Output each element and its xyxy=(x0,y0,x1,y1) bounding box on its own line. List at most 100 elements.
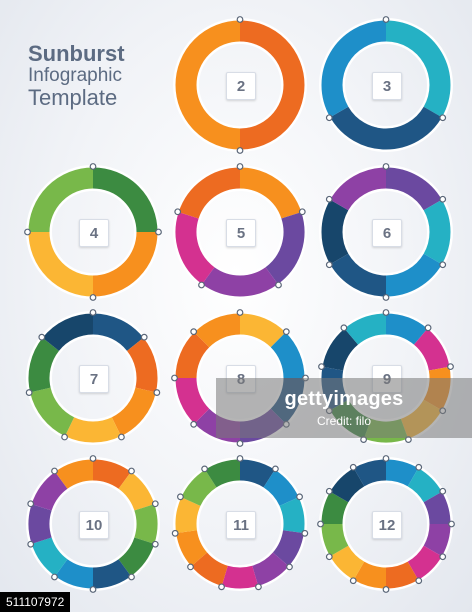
ring-segment xyxy=(202,266,278,297)
segment-marker-dot xyxy=(382,294,390,301)
segment-marker-dot xyxy=(349,577,357,585)
segment-marker-dot xyxy=(272,465,279,473)
ring-segment xyxy=(126,337,158,393)
segment-marker-dot xyxy=(325,553,333,561)
ring-segment xyxy=(175,332,210,379)
ring-segment xyxy=(385,20,451,118)
segment-marker-dot xyxy=(447,363,454,371)
ring-segment xyxy=(385,313,428,345)
ring-segment xyxy=(321,20,387,118)
ring-segment xyxy=(191,552,229,586)
segment-marker-dot xyxy=(38,333,46,341)
ring-segment xyxy=(205,459,241,488)
ring-number-label: 3 xyxy=(372,72,402,100)
ring-segment xyxy=(423,523,451,557)
segment-marker-dot xyxy=(382,16,390,23)
ring-segment xyxy=(31,536,68,577)
ring-7 xyxy=(25,309,161,445)
segment-marker-dot xyxy=(118,433,125,441)
stock-watermark: gettyimages Credit: filo xyxy=(216,378,472,438)
segment-marker-dot xyxy=(51,467,58,475)
watermark-brand: gettyimages xyxy=(284,388,404,410)
segment-marker-dot xyxy=(236,16,244,23)
ring-segment xyxy=(92,459,131,490)
segment-marker-dot xyxy=(439,261,447,269)
segment-marker-dot xyxy=(282,328,290,336)
segment-marker-dot xyxy=(198,281,205,289)
segment-marker-dot xyxy=(382,163,390,170)
ring-number-label: 11 xyxy=(226,511,256,539)
ring-number-label: 7 xyxy=(79,365,109,393)
segment-marker-dot xyxy=(325,261,333,269)
segment-marker-dot xyxy=(89,455,97,462)
ring-number-label: 5 xyxy=(226,219,256,247)
segment-marker-dot xyxy=(325,487,333,495)
segment-marker-dot xyxy=(190,420,198,428)
segment-marker-dot xyxy=(187,563,194,571)
ring-segment xyxy=(423,491,451,525)
ring-segment xyxy=(330,106,442,150)
segment-marker-dot xyxy=(27,540,35,548)
title-line-sunburst: Sunburst xyxy=(28,41,125,66)
segment-marker-dot xyxy=(298,208,306,216)
ring-segment xyxy=(175,212,215,285)
ring-number-label: 10 xyxy=(79,511,109,539)
ring-segment xyxy=(239,167,302,220)
ring-segment xyxy=(385,459,419,487)
segment-marker-dot xyxy=(174,208,182,216)
title-line-infographic: Infographic xyxy=(28,64,123,86)
ring-segment xyxy=(330,545,365,580)
ring-12 xyxy=(317,455,455,593)
segment-marker-dot xyxy=(155,228,162,236)
segment-marker-dot xyxy=(201,465,208,473)
ring-segment xyxy=(65,416,121,443)
ring-segment xyxy=(344,313,387,345)
ring-10 xyxy=(26,455,160,593)
ring-segment xyxy=(42,313,94,352)
ring-segment xyxy=(385,561,419,589)
ring-segment xyxy=(175,20,241,150)
segment-marker-dot xyxy=(296,493,303,501)
segment-marker-dot xyxy=(349,463,357,471)
ring-segment xyxy=(30,387,75,437)
ring-2 xyxy=(173,16,307,154)
ring-segment xyxy=(251,552,289,586)
segment-marker-dot xyxy=(177,493,184,501)
segment-marker-dot xyxy=(51,573,58,581)
ring-segment xyxy=(321,491,349,525)
ring-segment xyxy=(407,468,442,503)
ring-segment xyxy=(353,561,387,589)
ring-segment xyxy=(55,459,94,490)
watermark-credit: Credit: filo xyxy=(316,414,372,428)
ring-segment xyxy=(175,497,201,534)
ring-segment xyxy=(194,313,241,348)
ring-6 xyxy=(319,163,453,301)
ring-segment xyxy=(55,558,94,589)
ring-segment xyxy=(413,328,450,371)
ring-segment xyxy=(92,313,144,352)
ring-segment xyxy=(92,558,131,589)
ring-number-label: 2 xyxy=(226,72,256,100)
ring-segment xyxy=(31,471,68,512)
segment-marker-dot xyxy=(424,324,432,332)
segment-marker-dot xyxy=(171,529,179,537)
segment-marker-dot xyxy=(439,553,447,561)
ring-number-label: 12 xyxy=(372,511,402,539)
segment-marker-dot xyxy=(89,586,97,593)
image-id-bar: 511107972 xyxy=(0,592,71,612)
segment-marker-dot xyxy=(325,114,333,122)
segment-marker-dot xyxy=(317,520,324,528)
segment-marker-dot xyxy=(382,586,390,593)
ring-segment xyxy=(263,469,299,507)
segment-marker-dot xyxy=(153,389,161,396)
ring-segment xyxy=(178,167,241,220)
ring-segment xyxy=(221,565,259,589)
ring-segment xyxy=(270,332,305,379)
segment-marker-dot xyxy=(325,195,333,203)
ring-segment xyxy=(181,469,217,507)
segment-marker-dot xyxy=(236,163,244,170)
ring-segment xyxy=(92,167,158,233)
ring-segment xyxy=(239,459,275,488)
segment-marker-dot xyxy=(151,500,159,508)
ring-segment xyxy=(176,529,208,567)
